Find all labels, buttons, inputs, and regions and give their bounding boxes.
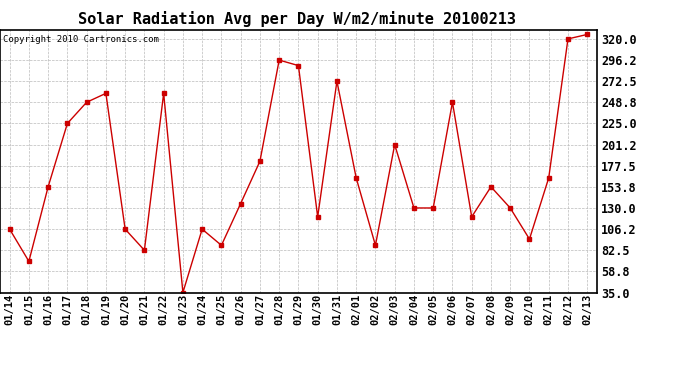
Text: Copyright 2010 Cartronics.com: Copyright 2010 Cartronics.com [3,35,159,44]
Text: Solar Radiation Avg per Day W/m2/minute 20100213: Solar Radiation Avg per Day W/m2/minute … [78,11,515,27]
